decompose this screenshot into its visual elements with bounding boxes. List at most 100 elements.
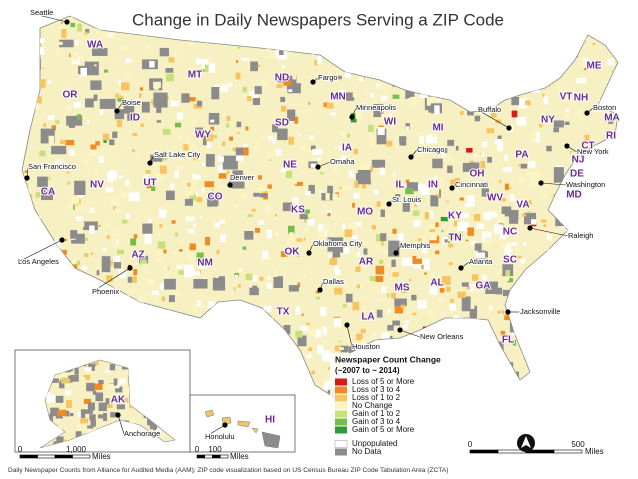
- map-patch: [369, 92, 374, 98]
- map-patch: [324, 380, 332, 387]
- map-patch: [593, 143, 597, 146]
- map-patch: [261, 79, 269, 87]
- map-patch: [66, 171, 70, 174]
- map-patch: [322, 204, 328, 208]
- map-patch: [430, 271, 435, 276]
- map-patch: [504, 246, 511, 256]
- map-patch: [499, 232, 505, 239]
- map-patch: [87, 425, 94, 429]
- map-patch: [125, 58, 132, 63]
- state-label: ME: [587, 61, 602, 72]
- map-patch: [208, 63, 216, 73]
- map-patch: [353, 148, 358, 155]
- map-patch: [218, 173, 227, 179]
- map-patch: [254, 228, 260, 233]
- map-patch: [74, 180, 86, 195]
- map-patch: [183, 144, 189, 151]
- map-patch: [89, 414, 96, 421]
- north-arrow-pointer: [521, 436, 531, 448]
- state-label: TN: [448, 233, 461, 244]
- map-patch: [111, 170, 115, 173]
- map-patch: [296, 238, 303, 242]
- map-patch: [340, 250, 344, 253]
- map-patch: [266, 229, 272, 239]
- map-patch: [297, 282, 301, 288]
- map-patch: [117, 98, 124, 102]
- map-patch: [376, 128, 387, 145]
- map-patch: [36, 96, 42, 104]
- city-dot: [59, 237, 65, 243]
- map-patch: [99, 98, 116, 109]
- map-patch: [163, 89, 169, 95]
- map-patch: [113, 262, 122, 269]
- map-patch: [55, 161, 66, 170]
- map-patch: [87, 207, 95, 213]
- map-patch: [186, 137, 191, 144]
- map-patch: [402, 202, 410, 212]
- legend-swatch: [334, 440, 348, 448]
- legend-label: Unpopulated: [352, 439, 397, 448]
- map-patch: [295, 306, 301, 315]
- map-patch: [523, 212, 537, 225]
- map-patch: [139, 259, 147, 267]
- map-patch: [306, 322, 310, 326]
- map-patch: [476, 223, 484, 229]
- legend-label: No Change: [352, 401, 393, 410]
- map-patch: [141, 293, 146, 297]
- map-patch: [544, 119, 550, 124]
- map-patch: [85, 29, 90, 33]
- map-patch: [395, 194, 401, 200]
- island: [237, 420, 251, 428]
- map-patch: [208, 112, 220, 125]
- map-patch: [358, 77, 364, 82]
- map-patch: [379, 83, 387, 90]
- map-patch: [356, 333, 363, 341]
- map-patch: [507, 242, 511, 247]
- legend-label: Loss of 1 to 2: [352, 393, 401, 402]
- map-patch: [485, 236, 491, 245]
- map-patch: [112, 131, 118, 139]
- legend-label: No Data: [352, 447, 382, 456]
- map-patch: [74, 367, 79, 375]
- map-patch: [556, 85, 562, 91]
- map-patch: [164, 278, 176, 290]
- map-patch: [334, 287, 343, 295]
- map-patch: [380, 209, 385, 217]
- map-patch: [572, 91, 580, 97]
- map-patch: [359, 276, 362, 280]
- map-patch: [327, 367, 333, 370]
- map-patch: [317, 56, 323, 64]
- map-patch: [43, 123, 47, 128]
- map-patch: [216, 249, 220, 253]
- map-patch: [473, 214, 481, 221]
- map-patch: [181, 93, 190, 103]
- map-patch: [126, 213, 131, 219]
- map-patch: [69, 149, 75, 156]
- map-patch: [426, 96, 436, 106]
- state-label: NC: [503, 227, 517, 238]
- map-patch: [375, 265, 385, 275]
- map-patch: [441, 312, 446, 316]
- map-patch: [440, 216, 449, 222]
- map-patch: [161, 296, 166, 302]
- map-patch: [281, 125, 286, 129]
- map-patch: [461, 296, 471, 312]
- map-patch: [146, 293, 150, 297]
- city-leader: [540, 182, 567, 186]
- map-patch: [61, 369, 68, 378]
- state-label: KY: [448, 211, 462, 222]
- map-patch: [489, 142, 492, 146]
- map-patch: [379, 168, 386, 175]
- map-patch: [185, 185, 187, 189]
- state-label: WA: [87, 40, 103, 51]
- map-patch: [105, 187, 114, 193]
- map-patch: [285, 170, 293, 179]
- map-patch: [334, 213, 337, 217]
- map-patch: [391, 259, 396, 267]
- map-patch: [80, 221, 85, 227]
- map-patch: [430, 195, 439, 207]
- map-patch: [51, 145, 67, 155]
- map-patch: [183, 264, 194, 278]
- map-patch: [399, 182, 404, 186]
